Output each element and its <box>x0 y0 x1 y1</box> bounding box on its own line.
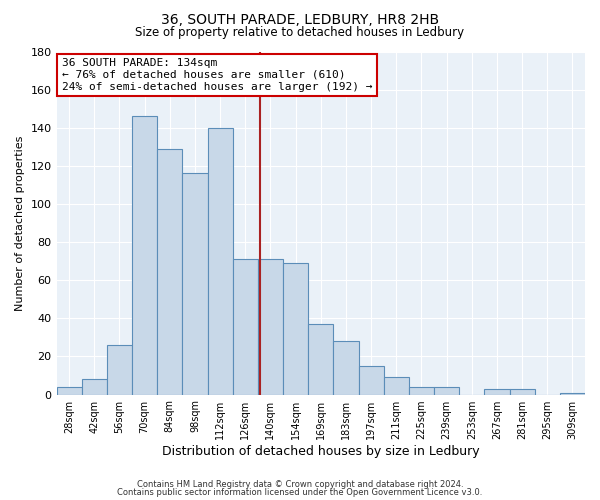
Text: Contains HM Land Registry data © Crown copyright and database right 2024.: Contains HM Land Registry data © Crown c… <box>137 480 463 489</box>
Bar <box>132 116 157 394</box>
Bar <box>308 324 334 394</box>
Text: 36 SOUTH PARADE: 134sqm
← 76% of detached houses are smaller (610)
24% of semi-d: 36 SOUTH PARADE: 134sqm ← 76% of detache… <box>62 58 373 92</box>
Text: Contains public sector information licensed under the Open Government Licence v3: Contains public sector information licen… <box>118 488 482 497</box>
Bar <box>359 366 383 394</box>
Bar <box>107 345 132 395</box>
Bar <box>258 260 283 394</box>
Y-axis label: Number of detached properties: Number of detached properties <box>15 136 25 310</box>
Bar <box>157 148 182 394</box>
Bar <box>484 389 509 394</box>
Bar <box>383 378 409 394</box>
X-axis label: Distribution of detached houses by size in Ledbury: Distribution of detached houses by size … <box>162 444 479 458</box>
Bar <box>82 380 107 394</box>
Bar <box>560 392 585 394</box>
Bar <box>434 387 459 394</box>
Bar <box>182 174 208 394</box>
Bar <box>334 341 359 394</box>
Bar <box>233 260 258 394</box>
Bar <box>283 263 308 394</box>
Bar <box>409 387 434 394</box>
Bar <box>56 387 82 394</box>
Text: 36, SOUTH PARADE, LEDBURY, HR8 2HB: 36, SOUTH PARADE, LEDBURY, HR8 2HB <box>161 12 439 26</box>
Text: Size of property relative to detached houses in Ledbury: Size of property relative to detached ho… <box>136 26 464 39</box>
Bar <box>208 128 233 394</box>
Bar <box>509 389 535 394</box>
